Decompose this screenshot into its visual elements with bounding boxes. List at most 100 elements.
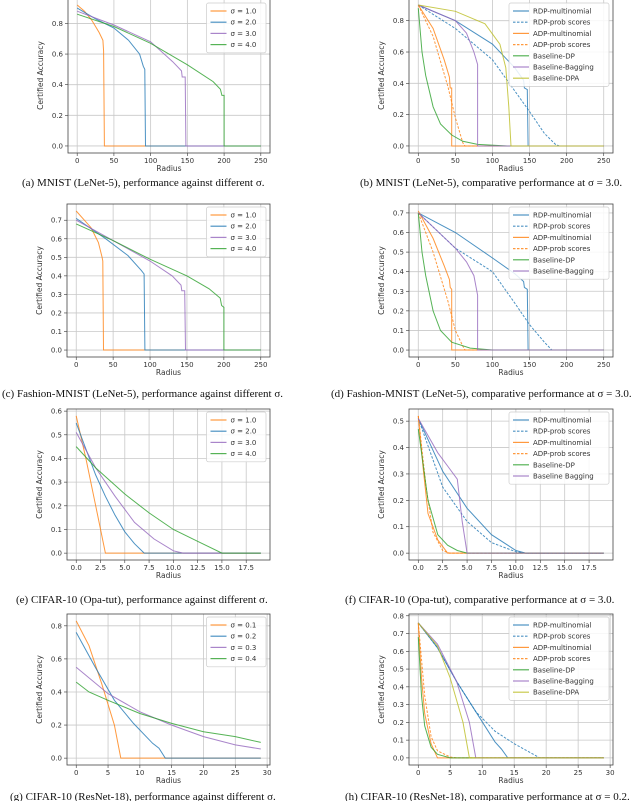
chart-f: 0.0 2.5 5.0 7.5 10.0 12.5 15.0 17.5 0.0 0.1 0.2 0.3…	[377, 408, 614, 580]
x-tick-label: 200	[217, 157, 230, 165]
y-axis-label: Certified Accuracy	[36, 41, 45, 110]
series-line-baseline-bagging	[418, 4, 604, 147]
legend-label: σ = 0.2	[231, 633, 257, 641]
legend-label: σ = 2.0	[231, 428, 257, 436]
x-tick-label: 25	[231, 769, 240, 777]
series-line-baseline-dpa	[417, 622, 604, 759]
x-tick-label: 250	[254, 361, 267, 369]
legend-box	[206, 411, 267, 463]
caption-f: (f) CIFAR-10 (Opa-tut), comparative perf…	[345, 594, 615, 606]
series-line--0-1	[75, 620, 261, 759]
y-tick-label: 0.2	[51, 722, 62, 730]
y-axis-label: Certified Accuracy	[377, 655, 386, 724]
series-line--3-0	[75, 219, 261, 351]
plot-frame	[66, 203, 271, 358]
x-tick-label: 200	[217, 361, 230, 369]
y-axis-label: Certified Accuracy	[377, 450, 386, 519]
legend-label: σ = 1.0	[231, 417, 257, 425]
x-tick-label: 10	[135, 769, 144, 777]
y-tick-label: 0.3	[393, 701, 404, 709]
legend-label: RDP-multinomial	[533, 417, 592, 425]
y-tick-label: 0.0	[393, 142, 404, 150]
y-tick-label: 0.4	[52, 81, 64, 89]
series-line--0-2	[75, 632, 261, 759]
x-tick-label: 5	[448, 769, 452, 777]
legend: RDP-multinomial RDP-prob scores ADP-multin…	[508, 616, 610, 701]
legend-label: Baseline-DP	[533, 256, 575, 264]
series-line--0-4	[75, 681, 261, 743]
legend-label: RDP-multinomial	[533, 8, 592, 16]
series-line-baseline-dp	[417, 637, 604, 759]
legend-label: σ = 4.0	[231, 41, 257, 49]
x-tick-label: 0	[75, 157, 79, 165]
series-line-baseline-dpa	[418, 4, 604, 147]
legend-label: σ = 3.0	[231, 234, 257, 242]
series-line-adp-multinomial	[417, 4, 604, 147]
x-tick-label: 150	[523, 361, 536, 369]
x-tick-label: 200	[560, 361, 573, 369]
series-line--3-0	[75, 432, 261, 554]
plot-frame	[67, 0, 271, 154]
chart-e: 0.0 2.5 5.0 7.5 10.0 12.5 15.0 17.5 0.0 0.1 0.2 0.3…	[35, 408, 271, 580]
y-tick-label: 0.1	[393, 523, 404, 531]
series-line-adp-multinomial	[417, 210, 604, 351]
y-tick-label: 0.0	[51, 347, 62, 355]
y-tick-label: 0.2	[52, 112, 63, 120]
series-line-rdp-multinomial	[418, 212, 604, 351]
caption-c: (c) Fashion-MNIST (LeNet-5), performance…	[2, 388, 284, 400]
x-tick-label: 100	[144, 157, 157, 165]
legend: RDP-multinomial RDP-prob scores ADP-multin…	[508, 206, 610, 280]
series-line-baseline-dp	[417, 8, 604, 147]
x-axis-label: Radius	[498, 164, 523, 173]
y-tick-label: 0.1	[51, 328, 62, 336]
y-tick-label: 0.6	[51, 655, 63, 663]
x-tick-label: 0.0	[71, 564, 82, 572]
caption-a: (a) MNIST (LeNet-5), performance against…	[22, 177, 265, 189]
y-tick-label: 0.0	[52, 142, 63, 150]
x-tick-label: 7.5	[144, 564, 155, 572]
y-axis-label: Certified Accuracy	[377, 246, 386, 315]
x-tick-label: 10.0	[166, 564, 182, 572]
y-tick-label: 0.4	[393, 268, 405, 276]
y-tick-label: 0.0	[393, 754, 404, 762]
y-tick-label: 0.2	[393, 719, 404, 727]
y-tick-label: 0.5	[393, 249, 404, 257]
series-line-adp-prob-scores	[417, 4, 604, 147]
x-tick-label: 30	[606, 769, 615, 777]
legend-label: RDP-prob scores	[533, 633, 591, 641]
y-tick-label: 0.7	[393, 630, 404, 638]
legend-label: RDP-prob scores	[533, 19, 591, 27]
legend-label: Baseline-Bagging	[533, 268, 594, 276]
legend-label: ADP-multinomial	[533, 644, 591, 652]
legend-label: RDP-multinomial	[533, 622, 592, 630]
x-axis-label: Radius	[156, 571, 181, 580]
legend-label: ADP-prob scores	[533, 245, 591, 253]
legend-label: Baseline-DPA	[533, 689, 579, 697]
legend-label: σ = 2.0	[231, 19, 257, 27]
legend-box	[508, 616, 610, 701]
x-tick-label: 0	[74, 361, 78, 369]
x-tick-label: 5.0	[462, 564, 473, 572]
y-tick-label: 0.4	[51, 272, 63, 280]
y-tick-label: 0.6	[52, 51, 64, 59]
y-axis-label: Certified Accuracy	[377, 41, 386, 110]
legend: RDP-multinomial RDP-prob scores ADP-multin…	[508, 2, 610, 87]
y-tick-label: 0.4	[393, 444, 405, 452]
x-tick-label: 15	[167, 769, 176, 777]
y-tick-label: 0.3	[393, 470, 404, 478]
y-tick-label: 0.1	[393, 737, 404, 745]
plot-frame	[408, 408, 614, 561]
x-axis-label: Radius	[498, 368, 523, 377]
legend: σ = 0.1 σ = 0.2 σ = 0.3 σ = 0.4	[206, 616, 267, 668]
x-tick-label: 150	[523, 157, 536, 165]
legend-label: ADP-prob scores	[533, 450, 591, 458]
x-tick-label: 17.5	[581, 564, 597, 572]
series-line--3-0	[77, 10, 261, 147]
y-tick-label: 0.4	[51, 688, 63, 696]
x-tick-label: 100	[486, 157, 499, 165]
legend-box	[206, 206, 267, 258]
x-axis-label: Radius	[498, 776, 523, 785]
caption-b: (b) MNIST (LeNet-5), comparative perform…	[360, 177, 623, 189]
x-tick-label: 0	[416, 769, 420, 777]
